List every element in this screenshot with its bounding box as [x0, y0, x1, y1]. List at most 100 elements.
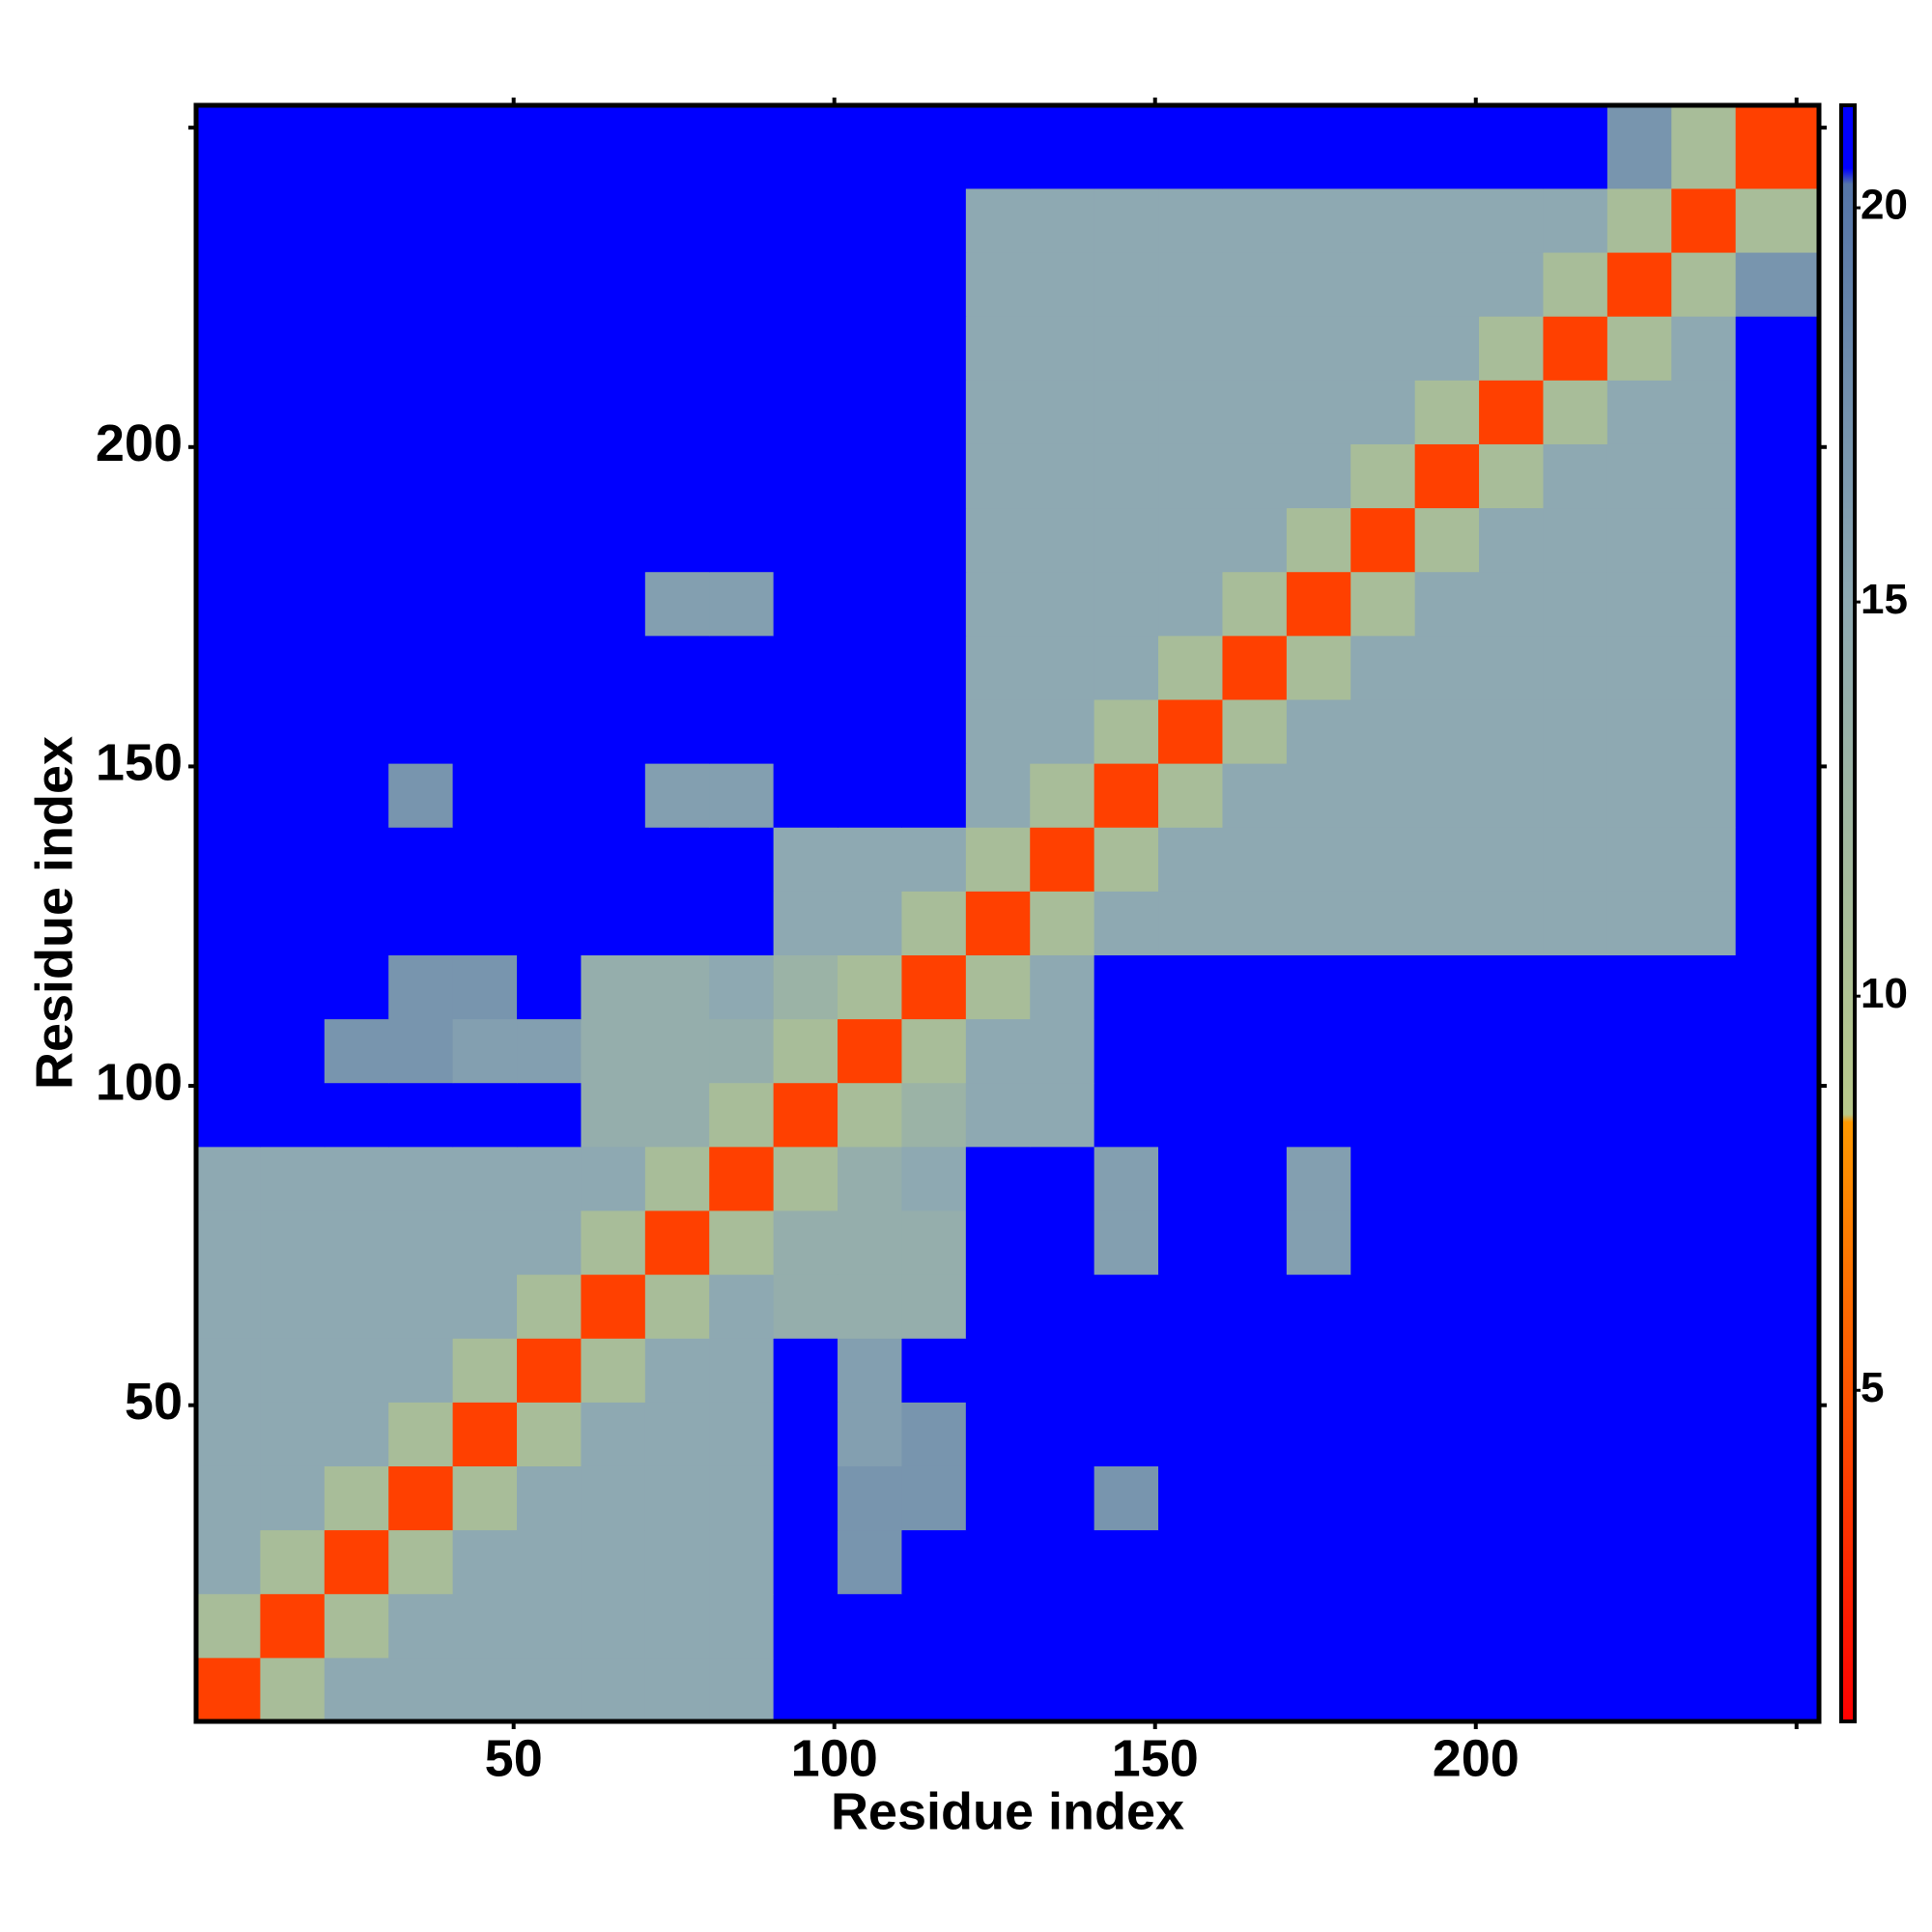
heatmap-cell — [1158, 1402, 1223, 1466]
heatmap-cell — [1414, 1593, 1480, 1659]
heatmap-cell — [1479, 1082, 1544, 1148]
heatmap-cell — [1350, 1593, 1416, 1659]
heatmap-cell — [1094, 891, 1159, 955]
heatmap-cell — [1671, 1529, 1737, 1595]
heatmap-cell — [517, 1465, 582, 1531]
heatmap-cell — [452, 891, 518, 955]
heatmap-cell — [581, 1209, 646, 1275]
heatmap-cell — [1030, 1209, 1095, 1275]
heatmap-cell — [1735, 443, 1820, 509]
heatmap-cell — [1030, 443, 1095, 509]
heatmap-cell — [452, 1338, 518, 1403]
heatmap-cell — [388, 316, 454, 381]
heatmap-cell — [773, 1657, 838, 1722]
heatmap-cell — [1030, 635, 1095, 700]
heatmap-cell — [965, 954, 1031, 1020]
heatmap-cell — [965, 1146, 1031, 1211]
heatmap-cell — [581, 443, 646, 509]
heatmap-cell — [1350, 1146, 1416, 1211]
heatmap-cell — [1671, 252, 1737, 317]
heatmap-cell — [1479, 954, 1544, 1020]
heatmap-cell — [709, 1465, 775, 1531]
heatmap-cell — [773, 1146, 838, 1211]
heatmap-cell — [581, 1402, 646, 1466]
heatmap-cell — [260, 1146, 326, 1211]
heatmap-cell — [388, 1402, 454, 1466]
heatmap-cell — [1286, 105, 1351, 189]
heatmap-cell — [260, 763, 326, 828]
heatmap-cell — [1414, 316, 1480, 381]
heatmap-cell — [1158, 571, 1223, 637]
heatmap-cell — [838, 1146, 902, 1211]
heatmap-cell — [1350, 1657, 1416, 1722]
heatmap-cell — [1543, 1082, 1608, 1148]
heatmap-cell — [901, 1338, 967, 1403]
heatmap-cell — [196, 698, 261, 764]
heatmap-cell — [901, 635, 967, 700]
heatmap-cell — [1479, 1209, 1544, 1275]
heatmap-cell — [965, 1402, 1031, 1466]
heatmap-cell — [1030, 891, 1095, 955]
heatmap-cell — [517, 891, 582, 955]
heatmap-cell — [1286, 1657, 1351, 1722]
heatmap-cell — [1479, 443, 1544, 509]
heatmap-cell — [581, 763, 646, 828]
heatmap-cell — [324, 1082, 389, 1148]
heatmap-cell — [901, 316, 967, 381]
x-tick-label: 50 — [485, 1729, 543, 1787]
heatmap-cell — [1094, 252, 1159, 317]
heatmap-cell — [1094, 1018, 1159, 1084]
heatmap-cell — [1543, 443, 1608, 509]
heatmap-cell — [773, 763, 838, 828]
heatmap-cell — [901, 698, 967, 764]
heatmap-cell — [324, 954, 389, 1020]
heatmap-cell — [1222, 1657, 1288, 1722]
heatmap-cell — [838, 1657, 902, 1722]
heatmap-cell — [324, 443, 389, 509]
heatmap-cell — [965, 698, 1031, 764]
heatmap-cell — [1735, 507, 1820, 573]
heatmap-cell — [901, 1209, 967, 1275]
heatmap-cell — [773, 1593, 838, 1659]
heatmap-cell — [452, 571, 518, 637]
heatmap-cell — [1286, 1146, 1351, 1211]
heatmap-cell — [1671, 507, 1737, 573]
heatmap-cell — [1671, 1018, 1737, 1084]
heatmap-cell — [1414, 187, 1480, 253]
heatmap-cell — [1222, 827, 1288, 892]
heatmap-cell — [773, 827, 838, 892]
heatmap-cell — [709, 507, 775, 573]
heatmap-cell — [196, 187, 261, 253]
heatmap-cell — [1543, 507, 1608, 573]
heatmap-cell — [1414, 827, 1480, 892]
heatmap-cell — [965, 1209, 1031, 1275]
heatmap-cell — [965, 891, 1031, 955]
heatmap-cell — [1350, 252, 1416, 317]
heatmap-cell — [581, 187, 646, 253]
heatmap-cell — [517, 1018, 582, 1084]
heatmap-cell — [581, 571, 646, 637]
heatmap-cell — [838, 252, 902, 317]
heatmap-cell — [1158, 1146, 1223, 1211]
heatmap-cell — [644, 763, 710, 828]
heatmap-cell — [324, 891, 389, 955]
heatmap-cell — [388, 380, 454, 444]
heatmap-cell — [517, 187, 582, 253]
heatmap-cell — [838, 507, 902, 573]
heatmap-cell — [1479, 1529, 1544, 1595]
heatmap-cell — [1094, 1146, 1159, 1211]
heatmap-cell — [324, 635, 389, 700]
heatmap-cell — [1158, 1593, 1223, 1659]
heatmap-cell — [1094, 571, 1159, 637]
heatmap-cell — [1030, 1529, 1095, 1595]
heatmap-cell — [324, 1338, 389, 1403]
heatmap-cell — [1414, 571, 1480, 637]
heatmap-cell — [1222, 380, 1288, 444]
heatmap-cell — [1479, 635, 1544, 700]
heatmap-cell — [1671, 1465, 1737, 1531]
heatmap-cell — [1414, 698, 1480, 764]
heatmap-cell — [1543, 827, 1608, 892]
heatmap-cell — [644, 1529, 710, 1595]
heatmap-cell — [1543, 1146, 1608, 1211]
heatmap-cell — [773, 1529, 838, 1595]
